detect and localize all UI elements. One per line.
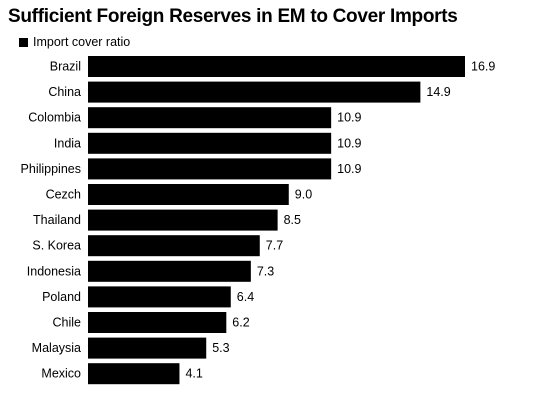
value-label: 14.9 — [426, 85, 450, 99]
category-label: Colombia — [28, 111, 81, 125]
bar-cezch — [88, 184, 289, 205]
category-label: Chile — [53, 316, 82, 330]
bar-china — [88, 81, 421, 103]
bar-philippines — [88, 158, 332, 180]
category-label: Malaysia — [32, 341, 81, 355]
value-label: 4.1 — [185, 367, 202, 381]
bar-malaysia — [88, 337, 207, 359]
chart-title: Sufficient Foreign Reserves in EM to Cov… — [8, 6, 458, 27]
category-label: Cezch — [46, 188, 81, 202]
value-label: 8.5 — [284, 213, 301, 227]
legend-swatch — [19, 37, 28, 47]
chart-legend: Import cover ratio — [19, 34, 130, 50]
value-label: 10.9 — [337, 111, 361, 125]
value-label: 10.9 — [337, 162, 361, 176]
bar-s-korea — [88, 235, 260, 257]
value-label: 9.0 — [295, 188, 312, 202]
category-label: Poland — [42, 290, 81, 304]
category-label: Thailand — [33, 213, 81, 227]
value-label: 10.9 — [337, 136, 361, 150]
value-label: 16.9 — [471, 60, 495, 74]
bar-brazil — [88, 56, 465, 77]
bar-mexico — [88, 363, 180, 385]
category-label: India — [54, 136, 81, 150]
category-label: Philippines — [21, 162, 81, 176]
value-label: 7.7 — [266, 239, 283, 253]
category-label: S. Korea — [32, 239, 81, 253]
bar-india — [88, 132, 332, 154]
value-label: 5.3 — [212, 341, 229, 355]
bar-chile — [88, 312, 227, 333]
category-label: Indonesia — [27, 264, 81, 278]
value-label: 6.4 — [237, 290, 254, 304]
bar-poland — [88, 286, 231, 308]
bar-colombia — [88, 107, 332, 129]
category-label: Brazil — [50, 60, 81, 74]
category-label: Mexico — [41, 367, 81, 381]
value-label: 6.2 — [232, 316, 249, 330]
value-label: 7.3 — [257, 264, 274, 278]
category-label: China — [48, 85, 81, 99]
bar-thailand — [88, 209, 278, 231]
legend-label: Import cover ratio — [33, 35, 131, 49]
bar-indonesia — [88, 260, 251, 282]
